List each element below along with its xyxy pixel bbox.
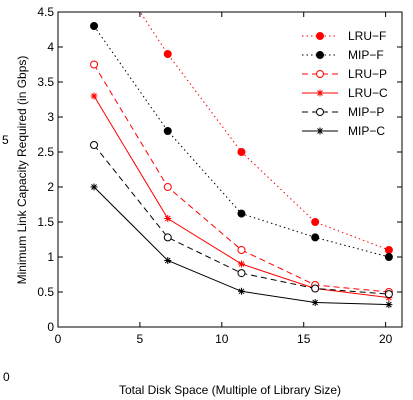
y-tick-label: 2.5 <box>37 145 54 159</box>
data-point <box>238 210 245 217</box>
data-point <box>164 51 171 58</box>
legend-label: MIP−C <box>348 124 385 138</box>
x-tick-label: 5 <box>137 332 144 346</box>
x-tick-label: 15 <box>297 332 311 346</box>
data-point <box>164 234 171 241</box>
series-line <box>94 26 389 257</box>
y-tick-label: 4.5 <box>37 5 54 19</box>
series-line <box>94 187 389 305</box>
y-axis-label: Minimum Link Capacity Required (in Gbps) <box>15 56 29 285</box>
data-point <box>164 184 171 191</box>
legend-marker <box>317 90 324 97</box>
data-point <box>312 219 319 226</box>
legend-marker <box>317 109 324 116</box>
x-tick-label: 10 <box>215 332 229 346</box>
data-point <box>312 285 319 292</box>
legend: LRU−F MIP−F LRU−P LRU−C MIP−P MIP−C <box>302 29 388 138</box>
legend-marker <box>317 33 324 40</box>
data-point <box>164 215 171 222</box>
series-line <box>94 65 389 293</box>
data-point <box>91 23 98 30</box>
data-point <box>91 61 98 68</box>
data-point <box>238 270 245 277</box>
y-tick-label: 0.5 <box>37 285 54 299</box>
legend-marker <box>317 71 324 78</box>
y-tick-label: 0 <box>47 320 54 334</box>
data-point <box>385 301 392 308</box>
data-point <box>164 128 171 135</box>
x-tick-label: 0 <box>55 332 62 346</box>
data-point <box>164 257 171 264</box>
legend-marker <box>317 52 324 59</box>
y-tick-label: 1 <box>47 250 54 264</box>
data-point <box>312 299 319 306</box>
series-5 <box>91 184 393 309</box>
data-point <box>91 93 98 100</box>
legend-label: MIP−P <box>348 105 384 119</box>
y-tick-label: 1.5 <box>37 215 54 229</box>
x-tick-label: 20 <box>379 332 393 346</box>
legend-marker <box>317 128 324 135</box>
data-point <box>91 184 98 191</box>
x-axis-label: Total Disk Space (Multiple of Library Si… <box>119 383 341 397</box>
data-point <box>91 142 98 149</box>
edge-fragment-0: 0 <box>3 370 10 384</box>
data-point <box>238 288 245 295</box>
y-tick-label: 3.5 <box>37 75 54 89</box>
data-point <box>385 291 392 298</box>
series-layer <box>91 0 393 308</box>
data-point <box>238 261 245 268</box>
legend-label: LRU−C <box>348 86 388 100</box>
legend-label: LRU−P <box>348 67 387 81</box>
data-point <box>238 247 245 254</box>
y-tick-label: 2 <box>47 180 54 194</box>
edge-fragment-1: 5 <box>2 133 9 147</box>
data-point <box>385 254 392 261</box>
data-point <box>385 247 392 254</box>
legend-label: LRU−F <box>348 29 386 43</box>
legend-label: MIP−F <box>348 48 384 62</box>
data-point <box>312 234 319 241</box>
y-tick-label: 4 <box>47 40 54 54</box>
data-point <box>238 149 245 156</box>
y-tick-label: 3 <box>47 110 54 124</box>
